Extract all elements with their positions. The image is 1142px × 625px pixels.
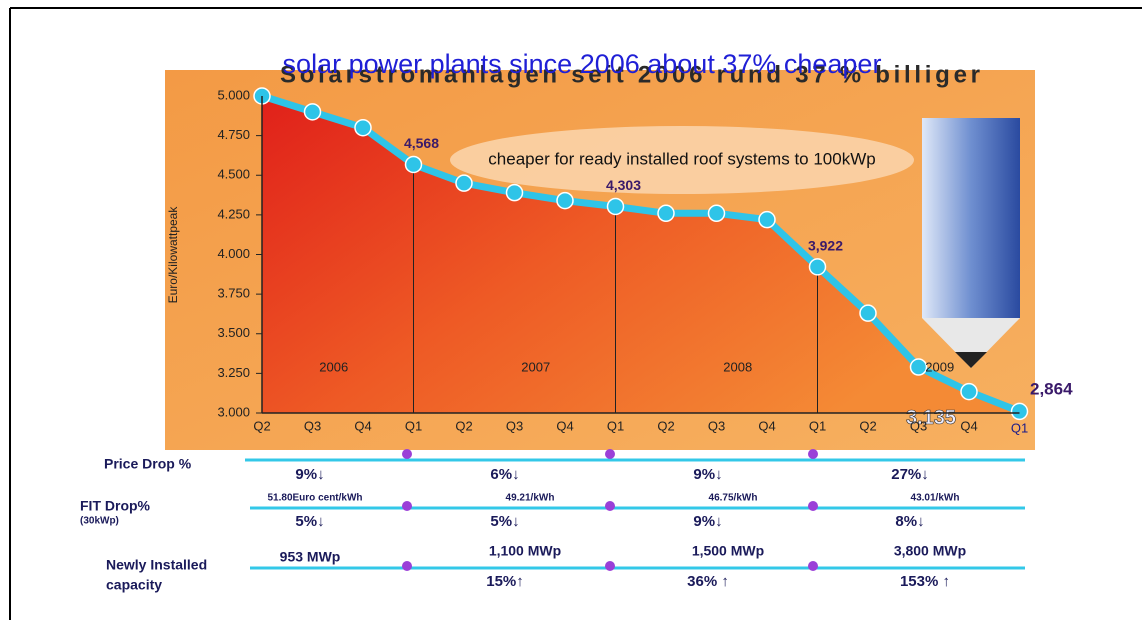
year-label: 2007 [521, 359, 550, 374]
point [505, 183, 524, 202]
year-label: 2006 [319, 359, 348, 374]
cell: 49.21/kWh [506, 493, 555, 504]
x-tick-label: Q1 [1011, 420, 1028, 435]
point [657, 204, 675, 223]
x-tick-label: Q3 [708, 418, 725, 433]
annotation: 2,864 [1030, 379, 1073, 398]
point [404, 155, 423, 174]
cell: 5%↓ [490, 513, 519, 530]
point [758, 210, 776, 229]
cell: 3,800 MWp [894, 543, 966, 559]
cell: 51.80Euro cent/kWh [267, 493, 362, 504]
value-label: 4,568 [404, 135, 439, 151]
cell: 36% ↑ [687, 573, 729, 590]
point [354, 118, 372, 137]
y-axis-label: Euro/Kilowattpeak [166, 206, 180, 304]
point [909, 358, 928, 376]
y-tick-label: 3.750 [217, 286, 250, 301]
x-tick-label: Q2 [657, 418, 674, 433]
cell: 953 MWp [280, 549, 341, 565]
cell: 43.01/kWh [911, 493, 960, 504]
cell: 46.75/kWh [709, 493, 758, 504]
y-tick-label: 3.000 [217, 404, 250, 419]
y-tick-label: 4.500 [217, 167, 250, 182]
dot [808, 449, 818, 459]
x-tick-label: Q4 [960, 418, 977, 433]
cell: 27%↓ [891, 466, 929, 483]
x-tick-label: Q2 [859, 418, 876, 433]
y-tick-label: 4.750 [217, 127, 250, 142]
cell: 5%↓ [295, 513, 324, 530]
dot [808, 561, 818, 571]
point [707, 204, 726, 223]
point [606, 197, 625, 216]
x-tick-label: Q3 [304, 418, 321, 433]
row-label: Newly Installed [106, 557, 207, 573]
annotation: cheaper for ready installed roof systems… [488, 149, 875, 168]
x-tick-label: Q1 [809, 418, 826, 433]
x-tick-label: Q2 [455, 418, 472, 433]
area [262, 96, 1020, 413]
dot [402, 561, 412, 571]
x-tick-label: Q4 [556, 418, 573, 433]
x-tick-label: Q4 [758, 418, 775, 433]
row-label: capacity [106, 577, 162, 593]
y-tick-label: 3.250 [217, 365, 250, 380]
cell: 1,100 MWp [489, 543, 561, 559]
cell: 9%↓ [693, 466, 722, 483]
cell: 9%↓ [693, 513, 722, 530]
chart-title: solar power plants since 2006 about 37% … [283, 49, 882, 79]
y-tick-label: 4.250 [217, 206, 250, 221]
point [859, 304, 877, 322]
y-tick-label: 5.000 [217, 87, 250, 102]
dot [605, 561, 615, 571]
cell: 153% ↑ [900, 573, 950, 590]
cell: 6%↓ [490, 466, 519, 483]
x-tick-label: Q4 [354, 418, 371, 433]
row-label: Price Drop % [104, 456, 192, 472]
point [556, 191, 574, 210]
x-tick-label: Q2 [253, 418, 270, 433]
dot [402, 449, 412, 459]
cell: 9%↓ [295, 466, 324, 483]
cell: 15%↑ [486, 573, 524, 590]
point [1010, 402, 1029, 421]
solar-pencil [922, 118, 1020, 368]
y-tick-label: 3.500 [217, 325, 250, 340]
value-label: 4,303 [606, 177, 641, 193]
x-tick-label: Q3 [910, 418, 927, 433]
x-tick-label: Q1 [607, 418, 624, 433]
dot [402, 501, 412, 511]
annotation-bubble [450, 126, 914, 194]
year-label: 2009 [925, 359, 954, 374]
x-tick-label: Q1 [405, 418, 422, 433]
dot [808, 501, 818, 511]
point [303, 103, 322, 121]
line [260, 92, 1021, 415]
year-label: 2008 [723, 359, 752, 374]
point [808, 258, 827, 276]
cell: 8%↓ [895, 513, 924, 530]
dot [605, 501, 615, 511]
cell: 1,500 MWp [692, 543, 764, 559]
value-label: 3,922 [808, 238, 843, 254]
point [455, 174, 473, 192]
y-tick-label: 4.000 [217, 246, 250, 261]
x-tick-label: Q3 [506, 418, 523, 433]
row-label: FIT Drop% [80, 498, 151, 514]
dot [605, 449, 615, 459]
row-sublabel: (30kWp) [80, 516, 119, 527]
point [960, 382, 978, 401]
